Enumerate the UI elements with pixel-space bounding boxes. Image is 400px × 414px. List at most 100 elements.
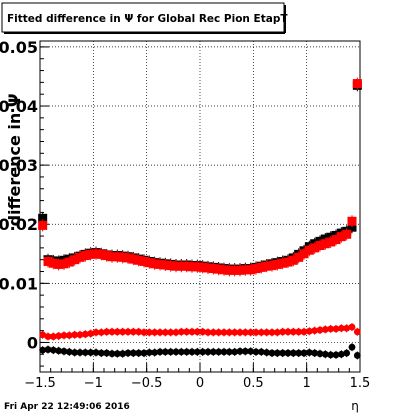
data-point-circle: [353, 352, 361, 359]
data-point-square: [54, 259, 64, 269]
data-point-circle: [87, 349, 95, 356]
data-point-circle: [268, 328, 276, 336]
data-point-circle: [167, 348, 175, 356]
data-point-circle: [108, 350, 116, 358]
data-point-circle: [140, 349, 148, 357]
data-point-circle: [225, 348, 233, 356]
data-point-circle: [103, 349, 111, 357]
data-point-square: [267, 261, 277, 271]
data-point-circle: [231, 328, 239, 336]
data-point-square: [262, 261, 272, 271]
data-point-square: [182, 261, 192, 271]
data-point-circle: [44, 333, 52, 340]
data-point-circle: [71, 331, 79, 339]
data-point-circle: [39, 331, 47, 339]
data-point-circle: [215, 328, 223, 336]
data-point-square: [187, 262, 197, 272]
data-point-circle: [316, 350, 324, 358]
data-point-circle: [167, 328, 175, 336]
data-point-circle: [263, 349, 271, 356]
title-box: [1, 2, 285, 33]
data-point-square: [38, 220, 48, 230]
data-point-circle: [71, 349, 79, 356]
data-point-circle: [92, 349, 100, 356]
data-point-circle: [49, 346, 57, 354]
data-point-square: [352, 79, 362, 89]
y-tick-label: 0.01: [0, 274, 38, 293]
data-point-circle: [321, 326, 329, 333]
data-point-circle: [76, 349, 84, 356]
y-tick-label: 0.05: [0, 38, 38, 57]
data-point-circle: [145, 328, 153, 336]
data-point-square: [315, 241, 325, 251]
data-point-circle: [311, 349, 319, 357]
y-tick-labels: 0 0.01 0.02 0.03 0.04 0.05: [0, 38, 38, 353]
data-point-circle: [151, 328, 159, 336]
data-point-circle: [247, 347, 255, 355]
data-point-circle: [273, 328, 281, 336]
data-point-square: [75, 252, 85, 262]
data-point-square: [251, 264, 261, 274]
data-point-square: [91, 249, 101, 259]
data-point-square: [96, 249, 106, 259]
x-tick-label: −1.5: [24, 376, 56, 391]
data-point-square: [326, 237, 336, 247]
data-point-circle: [332, 325, 340, 333]
data-point-circle: [199, 348, 207, 356]
data-point-square: [203, 263, 213, 273]
data-point-circle: [343, 349, 351, 357]
data-point-circle: [193, 328, 201, 336]
data-point-square: [294, 252, 304, 262]
data-point-circle: [220, 328, 228, 336]
data-point-circle: [97, 328, 105, 336]
data-point-circle: [188, 328, 196, 336]
data-point-square: [192, 262, 202, 272]
data-point-circle: [327, 351, 335, 359]
data-point-circle: [119, 328, 127, 336]
data-point-circle: [60, 347, 68, 355]
data-point-square: [310, 243, 320, 253]
data-point-square: [171, 261, 181, 271]
data-point-circle: [321, 350, 329, 358]
data-point-square: [299, 249, 309, 259]
data-point-circle: [172, 328, 180, 336]
data-point-circle: [252, 348, 260, 356]
x-tick-label: −1: [84, 376, 103, 391]
data-point-circle: [241, 347, 249, 355]
data-point-circle: [284, 328, 292, 336]
y-tick-label: 0.04: [0, 97, 38, 116]
data-point-circle: [263, 328, 271, 336]
x-tick-label: 1.5: [350, 376, 371, 391]
data-point-square: [176, 261, 186, 271]
x-tick-label: 0: [196, 376, 204, 391]
data-point-circle: [316, 326, 324, 334]
x-tick-labels: −1.5 −1 −0.5 0 0.5 1 1.5: [24, 376, 370, 391]
data-point-circle: [129, 328, 137, 336]
data-point-square: [86, 249, 96, 259]
data-point-circle: [204, 348, 212, 356]
timestamp: Fri Apr 22 12:49:06 2016: [4, 402, 130, 412]
data-point-circle: [177, 328, 185, 336]
data-point-circle: [204, 328, 212, 336]
x-tick-label: −0.5: [131, 376, 163, 391]
data-point-circle: [295, 328, 303, 336]
data-point-circle: [39, 346, 47, 354]
data-point-circle: [76, 331, 84, 339]
data-point-circle: [268, 349, 276, 357]
data-point-circle: [92, 328, 100, 336]
data-point-circle: [161, 328, 169, 336]
data-point-circle: [55, 347, 63, 355]
data-point-circle: [140, 328, 148, 336]
data-point-circle: [273, 349, 281, 357]
data-point-circle: [247, 328, 255, 336]
data-point-square: [288, 255, 298, 265]
data-point-circle: [209, 348, 217, 356]
y-tick-label: 0.03: [0, 156, 38, 175]
data-point-circle: [60, 331, 68, 339]
data-point-circle: [220, 348, 228, 356]
data-point-circle: [332, 351, 340, 359]
data-point-circle: [199, 328, 207, 336]
data-point-circle: [44, 346, 52, 353]
data-point-circle: [97, 349, 105, 357]
